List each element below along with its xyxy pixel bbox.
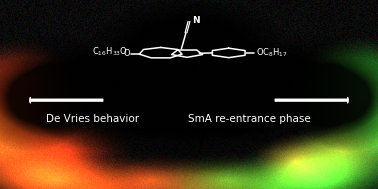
- Text: De Vries behavior: De Vries behavior: [46, 114, 139, 124]
- Text: N: N: [192, 16, 200, 25]
- Text: SmA re-entrance phase: SmA re-entrance phase: [188, 114, 311, 124]
- Text: $\mathregular{C_{16}H_{33}O}$: $\mathregular{C_{16}H_{33}O}$: [92, 46, 128, 58]
- Text: O: O: [123, 49, 130, 58]
- Text: $\mathregular{OC_8H_{17}}$: $\mathregular{OC_8H_{17}}$: [256, 47, 287, 59]
